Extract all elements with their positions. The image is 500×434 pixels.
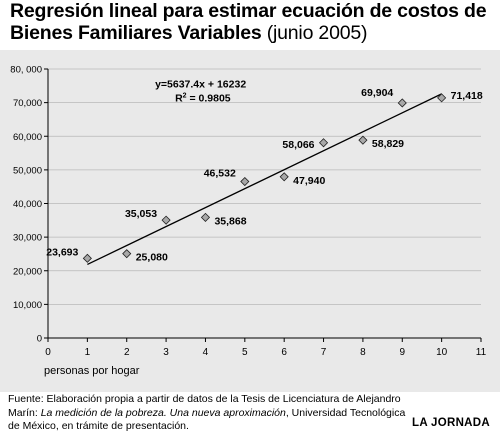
source-note-text-2: , Universidad Tecnológica de México, en … (8, 406, 406, 433)
y-tick-label: 80, 000 (10, 65, 42, 76)
data-point-label: 25,080 (136, 252, 168, 264)
x-tick-label: 9 (399, 347, 405, 358)
source-note-italic: La medición de la pobreza. Una nueva apr… (40, 406, 286, 419)
y-tick-label: 0 (37, 334, 42, 345)
scatter-chart: 0 10,000 20,000 30,000 40,000 50,000 60,000 70,… (10, 65, 487, 378)
title-line-2-bold: Bienes Familiares Variables (10, 22, 262, 44)
data-point-label: 69,904 (361, 87, 393, 99)
x-tick-label: 4 (203, 347, 209, 358)
title-line-2-normal: (junio 2005) (261, 22, 368, 44)
x-tick-label: 8 (360, 347, 366, 358)
x-tick-label: 10 (436, 347, 448, 358)
data-point-label: 46,532 (204, 168, 236, 180)
data-point-label: 35,868 (214, 215, 246, 227)
chart-panel: 0 10,000 20,000 30,000 40,000 50,000 60,000 70,… (0, 50, 500, 392)
x-tick-label: 1 (85, 347, 91, 358)
data-point-marker (279, 172, 289, 182)
title-line-1: Regresión lineal para estimar ecuación d… (10, 0, 487, 22)
y-tick-label: 30,000 (13, 233, 42, 244)
x-tick-label: 6 (281, 347, 287, 358)
source-note-text-1: Fuente: Elaboración propia a partir de d… (8, 393, 401, 419)
x-axis-title: personas por hogar (44, 365, 140, 377)
trendline-equation: y=5637.4x + 16232 (155, 78, 246, 90)
y-tick-label: 70,000 (13, 98, 42, 109)
data-point-label: 71,418 (451, 90, 483, 102)
data-point-label: 58,066 (282, 139, 314, 151)
r-squared-label: R2 = 0.9805 (175, 92, 231, 104)
data-point-marker (161, 215, 171, 225)
data-point-marker (437, 93, 447, 103)
x-tick-label: 0 (45, 347, 51, 358)
x-tick-label: 11 (476, 347, 487, 358)
data-point-marker (397, 98, 407, 108)
data-point-marker (82, 253, 92, 263)
data-point-marker (122, 249, 132, 259)
y-tick-label: 10,000 (13, 300, 42, 311)
data-point-label: 35,053 (125, 208, 157, 220)
x-tick-label: 3 (163, 347, 169, 358)
x-tick-label: 2 (124, 347, 130, 358)
y-tick-label: 40,000 (13, 199, 42, 210)
y-tick-label: 50,000 (13, 165, 42, 176)
y-tick-label: 20,000 (13, 266, 42, 277)
brand-label: LA JORNADA (412, 417, 490, 429)
y-tick-label: 60,000 (13, 132, 42, 143)
data-point-label: 47,940 (293, 175, 325, 187)
chart-title: Regresión lineal para estimar ecuación d… (10, 0, 496, 44)
data-point-marker (240, 176, 250, 187)
trendline (87, 93, 442, 266)
data-point-label: 58,829 (372, 138, 404, 150)
data-point-marker (200, 212, 211, 222)
x-tick-label: 5 (242, 347, 248, 358)
data-point-label: 23,693 (46, 246, 78, 258)
data-point-marker (318, 138, 329, 148)
data-point-marker (358, 135, 368, 145)
source-note: Fuente: Elaboración propia a partir de d… (8, 393, 418, 434)
x-tick-label: 7 (321, 347, 327, 358)
